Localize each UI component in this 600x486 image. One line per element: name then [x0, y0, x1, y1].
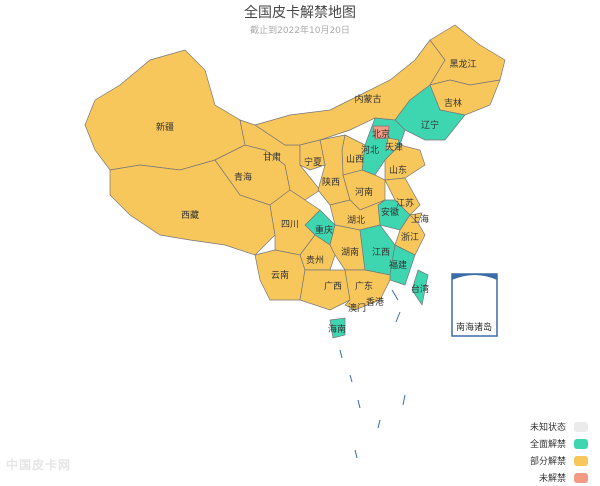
province-hainan[interactable] [329, 317, 346, 339]
province-taiwan[interactable] [411, 269, 429, 306]
province-label-guangdong: 广东 [355, 280, 373, 292]
maritime-boundary-dash [402, 394, 406, 406]
map-title: 全国皮卡解禁地图 [244, 5, 356, 21]
province-label-jilin: 吉林 [444, 97, 462, 109]
province-label-xizang: 西藏 [181, 209, 199, 221]
province-label-fujian: 福建 [389, 259, 407, 271]
legend-item-partial[interactable]: 部分解禁 [530, 452, 588, 469]
maritime-boundary-dash [357, 399, 361, 409]
province-jiangsu[interactable] [384, 177, 421, 216]
inset-coast [452, 274, 497, 280]
province-label-hebei: 河北 [361, 144, 379, 156]
province-label-henan: 河南 [355, 186, 373, 198]
province-label-hainan: 海南 [328, 323, 346, 335]
province-label-jiangsu: 江苏 [396, 197, 414, 209]
province-xizang[interactable] [109, 159, 276, 256]
watermark-logo: 中国皮卡网 [6, 458, 72, 472]
province-sichuan[interactable] [269, 189, 321, 256]
map-subtitle: 截止到2022年10月20日 [250, 26, 350, 36]
legend-item-full[interactable]: 全面解禁 [530, 435, 588, 452]
province-ningxia[interactable] [299, 139, 326, 171]
province-label-heilongjiang: 黑龙江 [449, 58, 476, 70]
province-label-sichuan: 四川 [281, 220, 299, 230]
legend-label: 未知状态 [529, 423, 566, 433]
legend-swatch [574, 438, 588, 449]
maritime-boundary-dash [391, 289, 399, 301]
province-fujian[interactable] [389, 244, 416, 286]
province-label-guizhou: 贵州 [306, 254, 324, 266]
province-label-chongqing: 重庆 [315, 224, 333, 236]
province-label-zhejiang: 浙江 [401, 231, 419, 243]
legend-label: 未解禁 [538, 474, 566, 484]
legend-swatch [574, 455, 588, 466]
province-label-beijing: 北京 [372, 128, 390, 140]
legend-item-none[interactable]: 未解禁 [530, 469, 588, 486]
province-label-qinghai: 青海 [234, 171, 252, 183]
province-label-shaanxi: 陕西 [322, 176, 340, 188]
province-label-aomen: 澳门 [348, 302, 366, 314]
province-label-ningxia: 宁夏 [304, 156, 322, 168]
province-xinjiang[interactable] [84, 49, 246, 171]
legend-label: 部分解禁 [529, 457, 566, 467]
province-label-shandong: 山东 [389, 164, 407, 176]
province-label-anhui: 安徽 [381, 206, 399, 218]
province-label-xinjiang: 新疆 [156, 121, 174, 133]
province-heilongjiang[interactable] [429, 24, 506, 86]
province-guangdong[interactable] [344, 269, 391, 311]
province-label-gansu: 甘肃 [263, 151, 281, 163]
province-label-neimenggu: 内蒙古 [354, 93, 381, 105]
province-label-liaoning: 辽宁 [421, 119, 439, 131]
maritime-boundary-dash [377, 419, 381, 429]
province-label-hubei: 湖北 [347, 215, 365, 226]
legend-swatch [574, 421, 588, 432]
province-label-xianggang: 香港 [366, 296, 384, 308]
inset-label: 南海诸岛 [456, 321, 492, 333]
legend: 未知状态 全面解禁 部分解禁 未解禁 [530, 418, 588, 486]
south-china-sea-inset [451, 273, 498, 337]
legend-swatch [574, 472, 588, 483]
province-label-shanghai: 上海 [411, 213, 429, 225]
legend-label: 全面解禁 [529, 440, 566, 450]
legend-item-unknown[interactable]: 未知状态 [530, 418, 588, 435]
maritime-boundary-dash [349, 374, 353, 383]
province-label-yunnan: 云南 [271, 269, 289, 281]
maritime-boundary-dash [354, 449, 358, 459]
province-label-taiwan: 台湾 [411, 283, 429, 295]
maritime-boundary-dash [395, 311, 401, 323]
province-label-guangxi: 广西 [324, 280, 342, 292]
province-label-hunan: 湖南 [341, 246, 359, 258]
province-label-shanxi: 山西 [346, 154, 364, 165]
maritime-boundary-dash [339, 349, 343, 359]
province-label-tianjin: 天津 [385, 142, 403, 153]
province-label-jiangxi: 江西 [372, 247, 390, 258]
